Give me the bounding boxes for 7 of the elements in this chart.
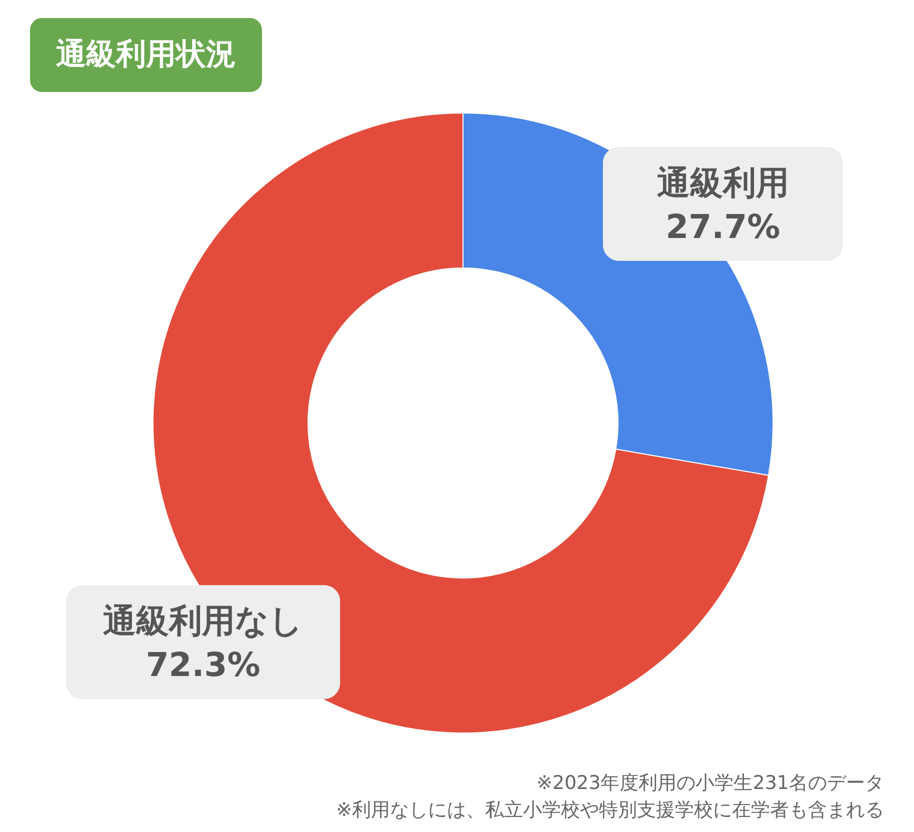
text: ※2023年度利用の小学生231名のデータ: [535, 771, 884, 796]
data-label: 72.3%: [146, 645, 260, 684]
chart-title: 通級利用状況: [30, 18, 262, 92]
slice-label: 通級利用: [656, 162, 789, 202]
slice-label: 通級利用なし: [103, 601, 304, 640]
data-label: 27.7%: [666, 206, 780, 246]
text: ※利用なしには、私立小学校や特別支援学校に在学者も含まれる: [336, 798, 884, 823]
